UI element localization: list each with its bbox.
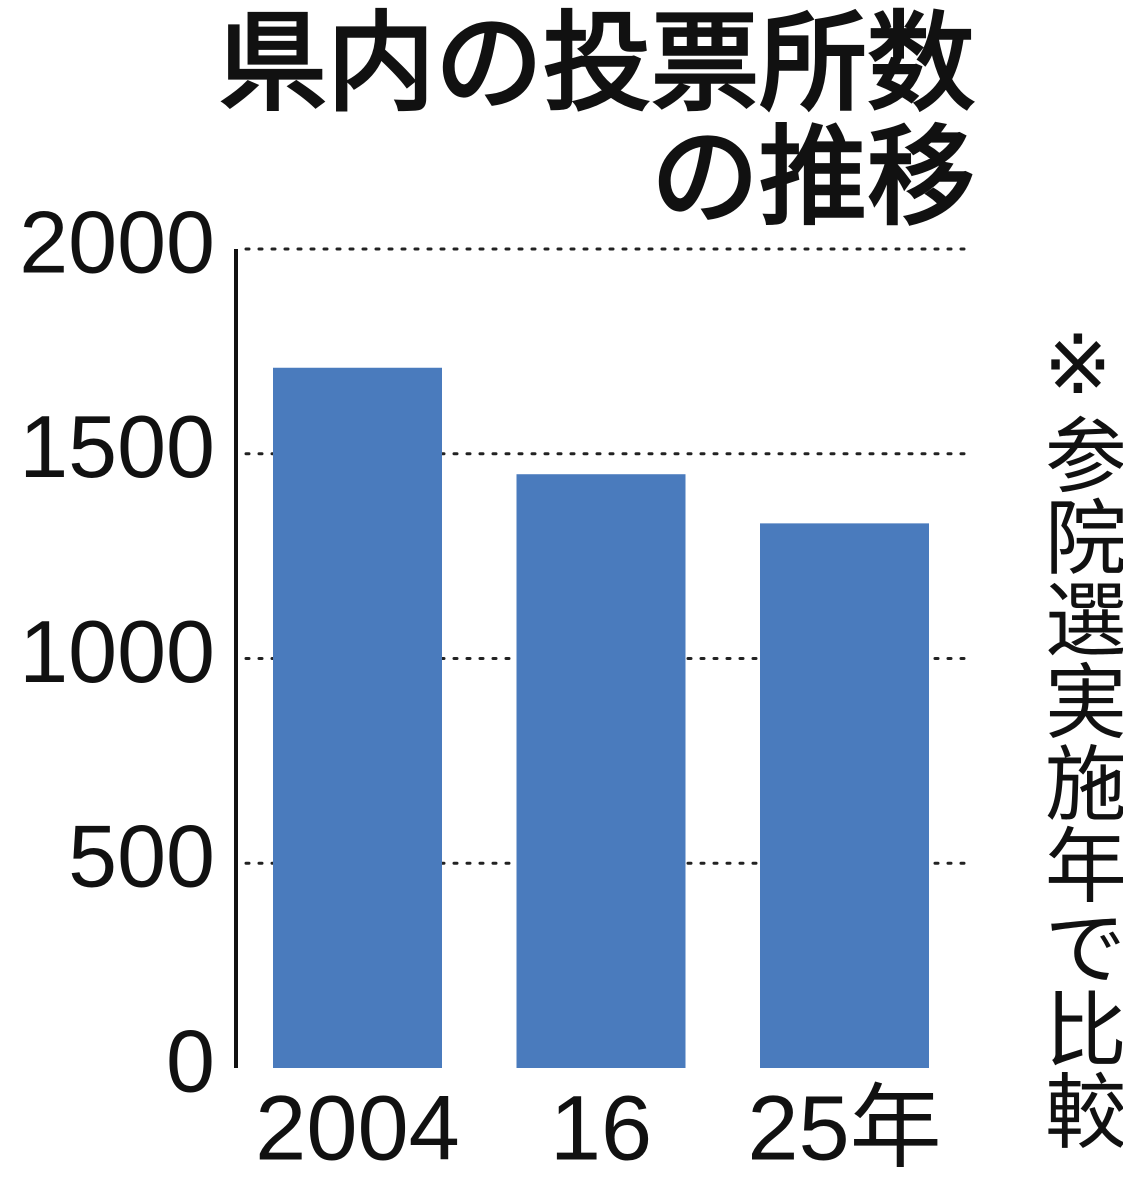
bar	[760, 523, 929, 1068]
x-tick-label: 25年	[747, 1077, 941, 1179]
y-tick-label: 0	[166, 1011, 215, 1110]
x-tick-label: 16	[550, 1077, 652, 1179]
y-tick-label: 500	[68, 807, 215, 906]
x-tick-label: 2004	[255, 1077, 460, 1179]
y-tick-label: 1500	[19, 397, 215, 496]
bar	[516, 474, 686, 1069]
bar	[273, 367, 442, 1068]
y-tick-label: 2000	[19, 192, 215, 291]
chart-title: の推移	[651, 117, 975, 238]
y-tick-label: 1000	[19, 602, 215, 701]
note: ※参院選実施年で比較	[1032, 318, 1123, 1151]
chart-title: 県内の投票所数	[219, 3, 975, 124]
